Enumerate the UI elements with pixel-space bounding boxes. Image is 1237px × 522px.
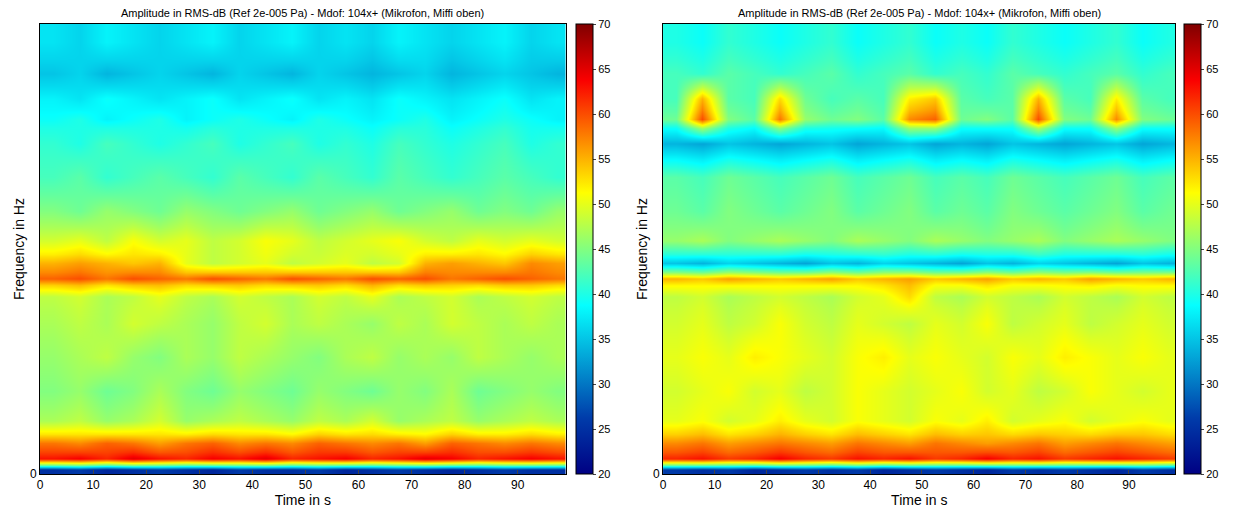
svg-text:70: 70 bbox=[1019, 478, 1033, 492]
svg-text:50: 50 bbox=[598, 198, 610, 210]
svg-text:Amplitude in RMS-dB (Ref 2e-00: Amplitude in RMS-dB (Ref 2e-005 Pa) - Md… bbox=[121, 7, 484, 19]
svg-text:30: 30 bbox=[812, 478, 826, 492]
svg-text:90: 90 bbox=[1122, 478, 1136, 492]
svg-text:55: 55 bbox=[1206, 153, 1218, 165]
svg-text:Amplitude in RMS-dB (Ref 2e-00: Amplitude in RMS-dB (Ref 2e-005 Pa) - Md… bbox=[738, 7, 1101, 19]
svg-text:0: 0 bbox=[660, 478, 667, 492]
svg-text:Time in s: Time in s bbox=[891, 492, 947, 508]
svg-text:55: 55 bbox=[598, 153, 610, 165]
svg-text:50: 50 bbox=[299, 478, 313, 492]
svg-text:65: 65 bbox=[598, 63, 610, 75]
svg-text:40: 40 bbox=[598, 288, 610, 300]
svg-text:60: 60 bbox=[967, 478, 981, 492]
svg-text:70: 70 bbox=[405, 478, 419, 492]
svg-text:70: 70 bbox=[1206, 18, 1218, 30]
svg-text:20: 20 bbox=[139, 478, 153, 492]
svg-text:25: 25 bbox=[1206, 423, 1218, 435]
svg-text:Time in s: Time in s bbox=[275, 492, 331, 508]
svg-text:30: 30 bbox=[193, 478, 207, 492]
svg-text:Frequency in Hz: Frequency in Hz bbox=[11, 198, 27, 300]
svg-text:40: 40 bbox=[863, 478, 877, 492]
svg-text:10: 10 bbox=[708, 478, 722, 492]
svg-text:25: 25 bbox=[598, 423, 610, 435]
svg-text:50: 50 bbox=[1206, 198, 1218, 210]
svg-text:60: 60 bbox=[598, 108, 610, 120]
svg-text:65: 65 bbox=[1206, 63, 1218, 75]
svg-text:0: 0 bbox=[653, 467, 660, 481]
svg-text:20: 20 bbox=[760, 478, 774, 492]
svg-text:40: 40 bbox=[1206, 288, 1218, 300]
svg-text:30: 30 bbox=[1206, 378, 1218, 390]
svg-text:80: 80 bbox=[1070, 478, 1084, 492]
svg-text:20: 20 bbox=[1206, 468, 1218, 480]
svg-text:90: 90 bbox=[511, 478, 525, 492]
svg-text:Frequency in Hz: Frequency in Hz bbox=[634, 198, 650, 300]
svg-text:0: 0 bbox=[30, 467, 37, 481]
svg-text:60: 60 bbox=[1206, 108, 1218, 120]
svg-text:20: 20 bbox=[598, 468, 610, 480]
svg-text:70: 70 bbox=[598, 18, 610, 30]
svg-text:80: 80 bbox=[458, 478, 472, 492]
svg-text:40: 40 bbox=[246, 478, 260, 492]
svg-text:35: 35 bbox=[598, 333, 610, 345]
svg-text:45: 45 bbox=[598, 243, 610, 255]
svg-text:30: 30 bbox=[598, 378, 610, 390]
svg-text:45: 45 bbox=[1206, 243, 1218, 255]
svg-text:0: 0 bbox=[37, 478, 44, 492]
svg-text:50: 50 bbox=[915, 478, 929, 492]
svg-text:60: 60 bbox=[352, 478, 366, 492]
svg-text:10: 10 bbox=[86, 478, 100, 492]
svg-text:35: 35 bbox=[1206, 333, 1218, 345]
